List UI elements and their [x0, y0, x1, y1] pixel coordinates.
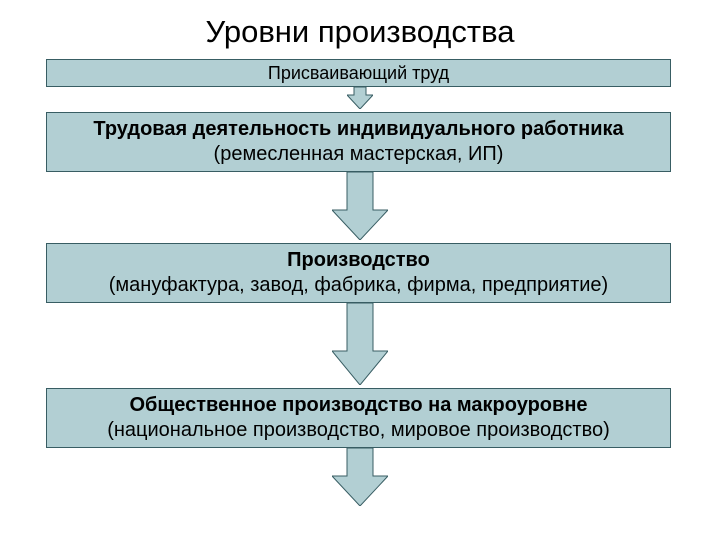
down-arrow-icon — [347, 87, 373, 109]
level-box-1-line2: (ремесленная мастерская, ИП) — [214, 142, 504, 167]
level-box-1: Трудовая деятельность индивидуального ра… — [46, 112, 671, 172]
down-arrow-icon — [332, 172, 388, 240]
level-box-3-line1: Общественное производство на макроуровне — [129, 393, 587, 418]
down-arrow-icon — [332, 303, 388, 385]
level-box-3: Общественное производство на макроуровне… — [46, 388, 671, 448]
level-box-2-line2: (мануфактура, завод, фабрика, фирма, пре… — [109, 273, 608, 298]
level-box-2: Производство(мануфактура, завод, фабрика… — [46, 243, 671, 303]
page-title: Уровни производства — [0, 14, 720, 50]
level-box-0-line1: Присваивающий труд — [268, 62, 449, 85]
level-box-1-line1: Трудовая деятельность индивидуального ра… — [93, 117, 623, 142]
level-box-3-line2: (национальное производство, мировое прои… — [107, 418, 610, 443]
diagram-canvas: Уровни производства Присваивающий труд Тр… — [0, 0, 720, 540]
level-box-0: Присваивающий труд — [46, 59, 671, 87]
level-box-2-line1: Производство — [287, 248, 430, 273]
down-arrow-icon — [332, 448, 388, 506]
